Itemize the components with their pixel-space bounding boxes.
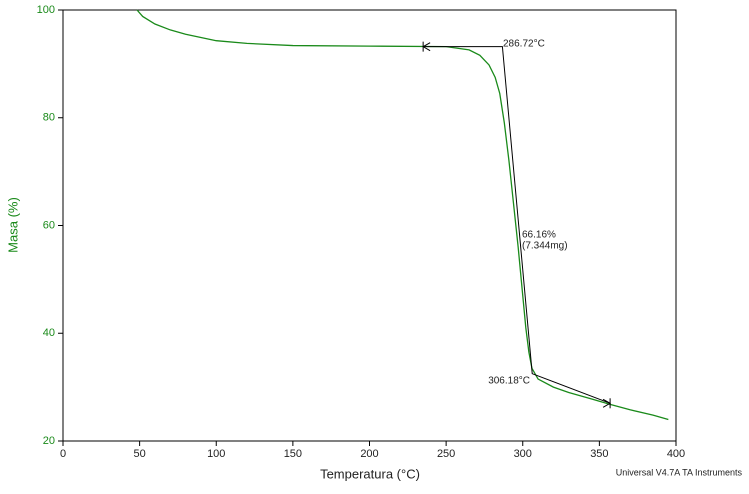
x-axis-label: Temperatura (°C) [320,466,420,481]
tangent-line [423,46,611,404]
x-tick-label: 300 [514,448,532,460]
x-tick-label: 50 [134,448,146,460]
x-tick-label: 250 [437,448,455,460]
y-tick-label: 100 [37,4,55,16]
y-tick-label: 20 [43,435,55,447]
plot-frame [62,9,677,442]
footer: Universal V4.7A TA Instruments [616,467,743,477]
x-tick-label: 0 [60,448,66,460]
x-tick-label: 400 [667,448,685,460]
x-tick-label: 150 [284,448,302,460]
annotation: 66.16% [522,230,556,241]
x-tick-label: 200 [360,448,378,460]
y-tick-label: 40 [43,327,55,339]
annotation: (7.344mg) [522,241,568,252]
x-tick-label: 100 [207,448,225,460]
x-tick-label: 350 [590,448,608,460]
annotation: 286.72°C [503,39,545,50]
annotation: 306.18°C [488,376,530,387]
data-line [136,9,669,421]
y-tick-label: 60 [43,219,55,231]
y-axis-label: Masa (%) [5,197,20,253]
y-tick-label: 80 [43,112,55,124]
